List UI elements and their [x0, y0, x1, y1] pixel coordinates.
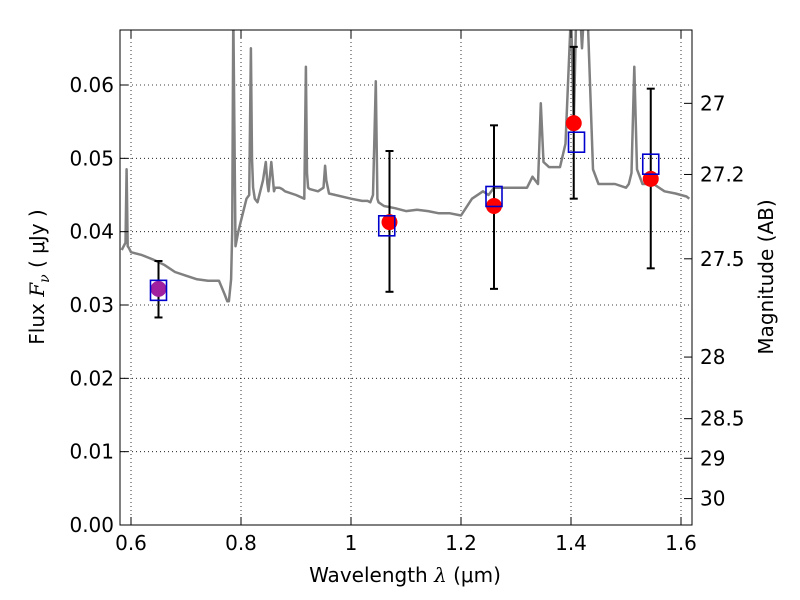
- y2-tick-label: 27.5: [700, 247, 745, 271]
- y-tick-label: 0.05: [69, 146, 114, 170]
- y2-tick-label: 29: [700, 446, 725, 470]
- observed-points: [150, 115, 659, 297]
- grid-lines: [120, 30, 692, 526]
- y2-axis-title: Magnitude (AB): [754, 199, 778, 354]
- model-photometry-box: [641, 153, 660, 175]
- model-photometry-box: [567, 131, 586, 153]
- x-axis-title: Wavelength λ (μm): [309, 563, 501, 587]
- y-tick-label: 0.03: [69, 293, 114, 317]
- x-tick-label: 1: [345, 531, 358, 555]
- observed-point: [565, 115, 582, 132]
- error-bars: [154, 45, 655, 319]
- y2-tick-label: 27.2: [700, 162, 745, 186]
- x-tick-label: 1.6: [665, 531, 697, 555]
- y-tick-label: 0.00: [69, 513, 114, 537]
- y2-tick-label: 28: [700, 345, 725, 369]
- y2-tick-label: 27: [700, 91, 725, 115]
- x-axis-ticks: 0.6 0.8 1 1.2 1.4 1.6: [115, 30, 697, 555]
- model-spectrum: [120, 30, 691, 303]
- y-tick-label: 0.06: [69, 73, 114, 97]
- y-axis-title: Flux Fν ( μJy ): [25, 209, 53, 344]
- y2-tick-label: 30: [700, 487, 725, 511]
- model-photometry-boxes: [149, 131, 660, 302]
- model-photometry-box: [149, 279, 168, 302]
- y-tick-label: 0.01: [69, 440, 114, 464]
- observed-point: [381, 214, 398, 231]
- model-spectrum-line: [120, 30, 691, 303]
- plot-frame: [119, 29, 693, 526]
- model-photometry-box: [377, 215, 396, 237]
- model-photometry-box: [485, 185, 503, 208]
- y2-axis-ticks: 27 27.2 27.5 28 28.5 29 30: [684, 91, 745, 511]
- y-tick-label: 0.02: [69, 366, 114, 390]
- x-tick-label: 1.4: [555, 531, 587, 555]
- x-tick-label: 0.8: [225, 531, 257, 555]
- observed-point: [150, 280, 167, 297]
- observed-point: [642, 170, 659, 187]
- x-tick-label: 0.6: [115, 531, 147, 555]
- x-tick-label: 1.2: [445, 531, 477, 555]
- y2-tick-label: 28.5: [700, 407, 745, 431]
- y-axis-ticks: 0.00 0.01 0.02 0.03 0.04 0.05 0.06: [69, 73, 128, 537]
- y-tick-label: 0.04: [69, 220, 114, 244]
